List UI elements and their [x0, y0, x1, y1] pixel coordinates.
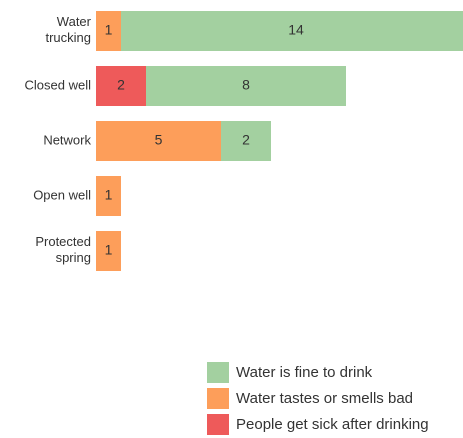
- category-label: Open well: [33, 187, 91, 202]
- value-label: 5: [155, 132, 163, 148]
- value-label: 8: [242, 77, 250, 93]
- bar-segment: [96, 121, 221, 161]
- bar-segment: [96, 11, 121, 51]
- bar-segment: [146, 66, 346, 106]
- bar-segment: [96, 176, 121, 216]
- category-label-line: Water: [57, 14, 92, 29]
- value-label: 14: [288, 22, 304, 38]
- bar-segment: [96, 66, 146, 106]
- category-label-line: spring: [56, 250, 91, 265]
- legend-swatch: [207, 414, 229, 435]
- legend-label: People get sick after drinking: [236, 416, 429, 433]
- bar-segment: [96, 231, 121, 271]
- legend-label: Water tastes or smells bad: [236, 390, 413, 407]
- category-label: Water trucking: [45, 14, 91, 45]
- bar-segment: [121, 11, 463, 51]
- value-label: 1: [105, 242, 113, 258]
- legend-swatch: [207, 362, 229, 383]
- value-label: 2: [117, 77, 125, 93]
- legend-label: Water is fine to drink: [236, 364, 373, 381]
- legend-swatch: [207, 388, 229, 409]
- category-label: Closed well: [25, 77, 92, 92]
- bar-segment: [221, 121, 271, 161]
- value-label: 2: [242, 132, 250, 148]
- category-label-line: Protected: [35, 234, 91, 249]
- category-label: Protected spring: [35, 234, 91, 265]
- category-label: Network: [43, 132, 91, 147]
- value-label: 1: [105, 187, 113, 203]
- category-label-line: trucking: [45, 30, 91, 45]
- value-label: 1: [105, 22, 113, 38]
